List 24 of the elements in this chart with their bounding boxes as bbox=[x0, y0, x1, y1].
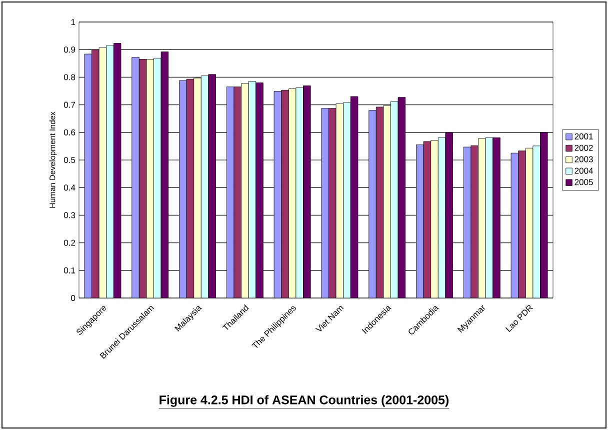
legend-label: 2003 bbox=[574, 156, 593, 162]
bar bbox=[256, 82, 264, 298]
bar bbox=[194, 78, 202, 298]
y-axis-title: Human Development Index bbox=[49, 112, 57, 208]
legend-label: 2001 bbox=[574, 133, 593, 140]
text: Figure 4.2.5 HDI of ASEAN Countries (2001-2005) bbox=[160, 395, 449, 407]
legend-label: 2002 bbox=[574, 144, 593, 151]
y-tick-label: 0.6 bbox=[64, 129, 76, 136]
bar bbox=[430, 140, 438, 298]
y-tick-label: 0.5 bbox=[64, 156, 76, 163]
bar bbox=[132, 57, 140, 298]
y-tick-label: 0.3 bbox=[64, 212, 76, 218]
y-tick-label: 0 bbox=[71, 294, 76, 301]
y-tick-label: 0.7 bbox=[64, 102, 76, 108]
y-tick-label: 0.2 bbox=[64, 240, 76, 246]
y-tick-label: 0.9 bbox=[64, 46, 76, 53]
y-tick-label: 0.8 bbox=[64, 74, 76, 80]
y-tick-label: 1 bbox=[71, 19, 76, 25]
y-tick-label: 0.1 bbox=[64, 267, 76, 274]
bar bbox=[368, 110, 376, 298]
legend-label: 2005 bbox=[574, 179, 593, 186]
bar bbox=[492, 137, 500, 298]
y-tick-label: 0.4 bbox=[64, 184, 76, 191]
legend-label: 2004 bbox=[574, 168, 593, 174]
